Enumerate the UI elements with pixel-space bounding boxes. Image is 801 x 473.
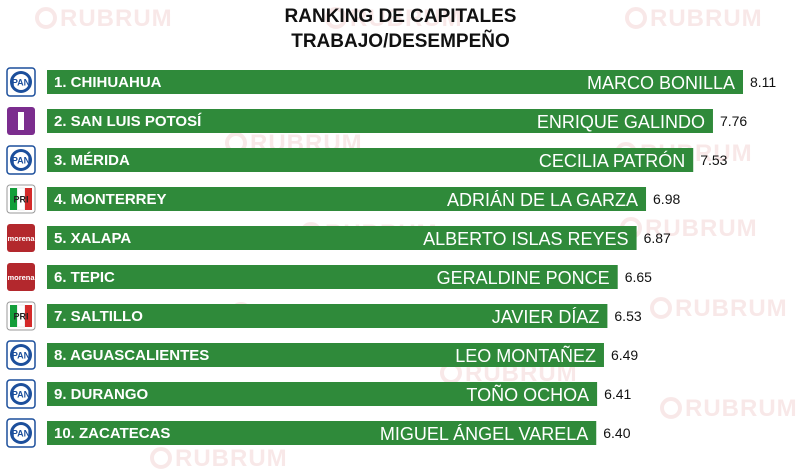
ranking-bar-chart: PAN 1. CHIHUAHUA MARCO BONILLA 8.11 2. SAN L… xyxy=(6,67,776,448)
value-label: 6.49 xyxy=(611,347,638,363)
value-label: 6.65 xyxy=(625,269,652,285)
bar xyxy=(47,343,604,367)
party-logo-pan-icon: PAN xyxy=(6,340,36,370)
svg-text:PAN: PAN xyxy=(12,429,30,439)
value-label: 7.76 xyxy=(720,113,747,129)
category-label: 5. XALAPA xyxy=(54,230,131,247)
category-label: 9. DURANGO xyxy=(54,386,149,403)
party-logo-pri-icon: PRI xyxy=(6,184,36,214)
bar xyxy=(47,109,713,133)
category-label: 4. MONTERREY xyxy=(54,191,167,208)
bar xyxy=(47,382,598,406)
mayor-name-label: JAVIER DÍAZ xyxy=(492,307,600,327)
value-label: 6.53 xyxy=(614,308,641,324)
svg-text:PAN: PAN xyxy=(12,390,30,400)
party-logo-pan-icon: PAN xyxy=(6,67,36,97)
party-logo-morena-icon: morena xyxy=(7,263,35,291)
bar xyxy=(47,148,694,172)
svg-text:PAN: PAN xyxy=(12,78,30,88)
category-label: 8. AGUASCALIENTES xyxy=(54,347,209,364)
rubrum-watermark: RUBRUM xyxy=(650,295,788,323)
bar xyxy=(47,226,637,250)
category-label: 10. ZACATECAS xyxy=(54,425,170,442)
party-logo-pan-icon: PAN xyxy=(6,379,36,409)
mayor-name-label: ADRIÁN DE LA GARZA xyxy=(447,190,638,210)
rubrum-watermark: RUBRUM xyxy=(620,215,758,243)
mayor-name-label: LEO MONTAÑEZ xyxy=(455,345,596,366)
category-label: 7. SALTILLO xyxy=(54,308,143,325)
category-label: 2. SAN LUIS POTOSÍ xyxy=(54,113,202,130)
svg-text:PRI: PRI xyxy=(13,195,28,205)
mayor-name-label: GERALDINE PONCE xyxy=(437,268,610,288)
category-label: 1. CHIHUAHUA xyxy=(54,74,162,91)
title-line-2: TRABAJO/DESEMPEÑO xyxy=(291,31,510,52)
mayor-name-label: TOÑO OCHOA xyxy=(466,384,589,405)
bar xyxy=(47,421,597,445)
party-logo-pri-icon: PRI xyxy=(6,301,36,331)
svg-text:PAN: PAN xyxy=(12,351,30,361)
mayor-name-label: CECILIA PATRÓN xyxy=(539,150,685,171)
svg-text:morena: morena xyxy=(7,273,35,282)
svg-text:PAN: PAN xyxy=(12,156,30,166)
value-label: 6.98 xyxy=(653,191,680,207)
chart-title: RANKING DE CAPITALES TRABAJO/DESEMPEÑO xyxy=(0,4,801,54)
value-label: 7.53 xyxy=(700,152,727,168)
value-label: 6.41 xyxy=(604,386,631,402)
category-label: 3. MÉRIDA xyxy=(54,152,130,169)
mayor-name-label: ALBERTO ISLAS REYES xyxy=(423,229,628,249)
rubrum-watermark: RUBRUM xyxy=(660,395,798,423)
category-label: 6. TEPIC xyxy=(54,269,115,286)
value-label: 8.11 xyxy=(750,74,776,90)
rubrum-watermark: RUBRUM xyxy=(35,5,173,33)
value-label: 6.87 xyxy=(644,230,671,246)
title-line-1: RANKING DE CAPITALES xyxy=(284,6,517,27)
mayor-name-label: MIGUEL ÁNGEL VARELA xyxy=(380,424,588,444)
value-label: 6.40 xyxy=(603,425,630,441)
bar xyxy=(47,187,647,211)
svg-text:morena: morena xyxy=(7,234,35,243)
party-logo-pan-icon: PAN xyxy=(6,418,36,448)
party-logo-morena-icon: morena xyxy=(7,224,35,252)
bar xyxy=(47,265,618,289)
rubrum-watermark: RUBRUM xyxy=(325,5,463,33)
bar xyxy=(47,70,743,94)
mayor-name-label: MARCO BONILLA xyxy=(587,73,735,93)
svg-text:PRI: PRI xyxy=(13,312,28,322)
mayor-name-label: ENRIQUE GALINDO xyxy=(537,112,705,132)
party-logo-pan-icon: PAN xyxy=(6,145,36,175)
bar xyxy=(47,304,608,328)
rubrum-watermark: RUBRUM xyxy=(625,5,763,33)
party-logo-i-icon xyxy=(7,107,35,135)
